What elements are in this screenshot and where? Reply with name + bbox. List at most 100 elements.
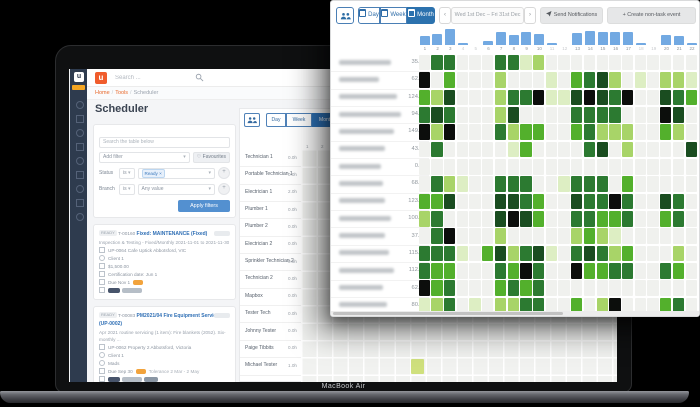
heatmap-cell[interactable] xyxy=(507,193,519,210)
heatmap-cell[interactable] xyxy=(558,193,570,210)
heatmap-cell[interactable] xyxy=(685,72,697,88)
folder-icon[interactable] xyxy=(75,185,84,193)
heatmap-cell[interactable] xyxy=(456,193,468,210)
heatmap-cell[interactable] xyxy=(672,54,685,71)
remove-filter-button[interactable]: + xyxy=(218,167,230,179)
heatmap-cell[interactable] xyxy=(456,124,468,140)
heatmap-cell[interactable] xyxy=(418,141,430,158)
heatmap-cell[interactable] xyxy=(456,89,468,106)
heatmap-cell[interactable] xyxy=(634,158,647,175)
heatmap-cell[interactable] xyxy=(558,263,570,279)
heatmap-cell[interactable] xyxy=(418,228,430,244)
heatmap-cell[interactable] xyxy=(494,124,507,140)
heatmap-cell[interactable] xyxy=(647,54,659,71)
heatmap-cell[interactable] xyxy=(634,141,647,158)
heatmap-cell[interactable] xyxy=(482,176,494,192)
heatmap-cell[interactable] xyxy=(571,263,583,279)
heatmap-cell[interactable] xyxy=(571,106,583,123)
heatmap-cell[interactable] xyxy=(672,210,685,227)
heatmap-cell[interactable] xyxy=(583,158,596,175)
heatmap-cell[interactable] xyxy=(532,141,545,158)
heatmap-cell[interactable] xyxy=(520,245,532,262)
heatmap-cell[interactable] xyxy=(545,89,557,106)
search-icon[interactable] xyxy=(75,213,84,221)
heatmap-cell[interactable] xyxy=(431,245,443,262)
heatmap-cell[interactable] xyxy=(609,158,621,175)
breadcrumb-home[interactable]: Home xyxy=(95,90,110,96)
heatmap-cell[interactable] xyxy=(545,193,557,210)
heatmap-cell[interactable] xyxy=(532,176,545,192)
heatmap-cell[interactable] xyxy=(685,89,697,106)
heatmap-cell[interactable] xyxy=(532,210,545,227)
brand-logo-icon[interactable]: u xyxy=(95,72,107,84)
heatmap-cell[interactable] xyxy=(647,263,659,279)
heatmap-cell[interactable] xyxy=(583,124,596,140)
heatmap-cell[interactable] xyxy=(507,280,519,297)
heatmap-cell[interactable] xyxy=(660,263,672,279)
heatmap-cell[interactable] xyxy=(532,280,545,297)
heatmap-cell[interactable] xyxy=(571,245,583,262)
heatmap-cell[interactable] xyxy=(431,72,443,88)
heatmap-cell[interactable] xyxy=(660,297,672,314)
heatmap-cell[interactable] xyxy=(660,54,672,71)
heatmap-cell[interactable] xyxy=(469,245,481,262)
heatmap-cell[interactable] xyxy=(609,297,621,314)
heatmap-cell[interactable] xyxy=(532,54,545,71)
heatmap-cell[interactable] xyxy=(558,106,570,123)
ready-token[interactable]: Ready × xyxy=(141,168,165,178)
technician-row[interactable]: Technician 1 0.0h xyxy=(240,149,301,168)
heatmap-cell[interactable] xyxy=(634,210,647,227)
heatmap-cell[interactable] xyxy=(469,106,481,123)
heatmap-cell[interactable] xyxy=(609,210,621,227)
prev-period-button[interactable]: ‹ xyxy=(439,7,451,24)
heatmap-cell[interactable] xyxy=(685,141,697,158)
heatmap-cell[interactable] xyxy=(494,54,507,71)
heatmap-cell[interactable] xyxy=(571,124,583,140)
heatmap-cell[interactable] xyxy=(520,228,532,244)
heatmap-cell[interactable] xyxy=(469,54,481,71)
heatmap-cell[interactable] xyxy=(545,54,557,71)
heatmap-cell[interactable] xyxy=(482,141,494,158)
wrench-icon[interactable] xyxy=(75,199,84,207)
technician-row[interactable]: Mapbox 0.0h xyxy=(240,288,301,307)
heatmap-cell[interactable] xyxy=(469,124,481,140)
heatmap-cell[interactable] xyxy=(571,72,583,88)
heatmap-cell[interactable] xyxy=(482,106,494,123)
heatmap-cell[interactable] xyxy=(647,228,659,244)
heatmap-cell[interactable] xyxy=(609,228,621,244)
heatmap-cell[interactable] xyxy=(647,141,659,158)
heatmap-cell[interactable] xyxy=(672,176,685,192)
heatmap-cell[interactable] xyxy=(520,106,532,123)
heatmap-cell[interactable] xyxy=(583,106,596,123)
heatmap-cell[interactable] xyxy=(494,245,507,262)
heatmap-cell[interactable] xyxy=(507,124,519,140)
heatmap-cell[interactable] xyxy=(469,141,481,158)
heatmap-cell[interactable] xyxy=(622,158,634,175)
heatmap-cell[interactable] xyxy=(647,72,659,88)
heatmap-cell[interactable] xyxy=(660,280,672,297)
heatmap-cell[interactable] xyxy=(545,106,557,123)
heatmap-cell[interactable] xyxy=(609,193,621,210)
heatmap-cell[interactable] xyxy=(507,263,519,279)
heatmap-cell[interactable] xyxy=(634,263,647,279)
heatmap-cell[interactable] xyxy=(622,245,634,262)
heatmap-cell[interactable] xyxy=(507,89,519,106)
heatmap-cell[interactable] xyxy=(634,72,647,88)
heatmap-cell[interactable] xyxy=(469,176,481,192)
heatmap-cell[interactable] xyxy=(622,210,634,227)
heatmap-cell[interactable] xyxy=(456,297,468,314)
heatmap-cell[interactable] xyxy=(431,176,443,192)
heatmap-cell[interactable] xyxy=(418,210,430,227)
heatmap-cell[interactable] xyxy=(571,54,583,71)
heatmap-cell[interactable] xyxy=(596,124,608,140)
heatmap-cell[interactable] xyxy=(418,54,430,71)
heatmap-cell[interactable] xyxy=(418,158,430,175)
heatmap-cell[interactable] xyxy=(609,124,621,140)
heatmap-cell[interactable] xyxy=(532,72,545,88)
heatmap-cell[interactable] xyxy=(596,245,608,262)
heatmap-cell[interactable] xyxy=(583,280,596,297)
heatmap-cell[interactable] xyxy=(507,158,519,175)
horizontal-scrollbar[interactable] xyxy=(331,311,699,316)
scrollbar-thumb[interactable] xyxy=(333,312,563,315)
week-view-button[interactable]: Week xyxy=(286,113,312,127)
